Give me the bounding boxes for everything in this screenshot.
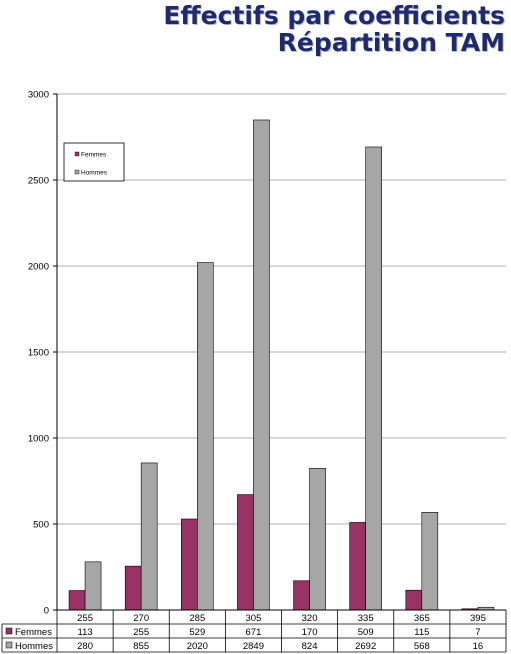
bar-femmes-365 [405,589,423,611]
data-label-hommes: 2692 [355,641,376,652]
data-table: 255 270 285 305 320 335 365 395 Femmes 113 255 529 6… [1,610,507,653]
y-tick-label: 1000 [28,434,49,445]
title-line-2: Répartition TAM [277,28,505,57]
bar-hommes-365 [421,512,439,611]
data-label-femmes: 170 [302,627,318,638]
legend: Femmes Hommes [63,142,125,182]
bar-femmes-285 [181,518,198,611]
bar-femmes-305 [237,494,254,611]
legend-label-femmes: Femmes [81,152,107,159]
table-legend-swatch-femmes [5,627,13,635]
x-tick-label: 270 [133,613,149,624]
bar-hommes-285 [197,262,214,611]
page-title: Effectifs par coefficients Répartition T… [163,2,505,56]
data-label-femmes: 671 [246,627,262,638]
legend-swatch-femmes [74,151,80,157]
table-legend-swatch-hommes [5,641,13,649]
x-tick-label: 335 [358,613,374,624]
x-tick-label: 365 [414,613,430,624]
legend-swatch-hommes [74,169,80,175]
data-label-femmes: 115 [414,627,429,638]
bar-hommes-305 [253,119,270,611]
data-label-femmes: 113 [77,627,92,638]
x-tick-label: 305 [246,613,262,624]
data-label-femmes: 509 [358,627,374,638]
bar-femmes-335 [349,522,366,611]
table-row-label-hommes: Hommes [15,641,53,652]
gridlines [57,93,506,525]
y-tick-label: 2000 [28,262,49,273]
bar-femmes-255 [68,590,86,611]
y-tick-label: 3000 [28,90,49,101]
data-label-femmes: 7 [475,627,480,638]
legend-label-hommes: Hommes [81,170,108,177]
y-tick-label: 0 [44,606,49,617]
legend-box [63,142,125,182]
data-label-hommes: 568 [414,641,430,652]
bar-hommes-270 [140,462,158,611]
bar-femmes-270 [124,565,142,611]
data-label-hommes: 2020 [187,641,208,652]
data-label-femmes: 255 [133,627,149,638]
data-label-femmes: 529 [189,627,205,638]
y-axis-tick-labels: 0 500 1000 1500 2000 2500 3000 [28,90,49,617]
title-line-1: Effectifs par coefficients [163,1,505,30]
data-label-hommes: 855 [133,641,149,652]
bar-hommes-255 [84,561,102,611]
y-tick-label: 2500 [28,176,49,187]
bar-hommes-335 [365,146,382,611]
x-tick-label: 285 [189,613,205,624]
data-label-hommes: 824 [302,641,318,652]
data-label-hommes: 280 [77,641,93,652]
data-label-hommes: 2849 [243,641,264,652]
bar-hommes-320 [309,467,326,611]
x-tick-label: 320 [302,613,318,624]
table-row-label-femmes: Femmes [15,627,52,638]
x-tick-label: 255 [77,613,93,624]
x-tick-label: 395 [470,613,486,624]
bars [68,119,495,611]
y-tick-label: 500 [33,520,49,531]
bar-femmes-320 [293,580,310,611]
y-tick-label: 1500 [28,348,49,359]
data-label-hommes: 16 [473,641,484,652]
